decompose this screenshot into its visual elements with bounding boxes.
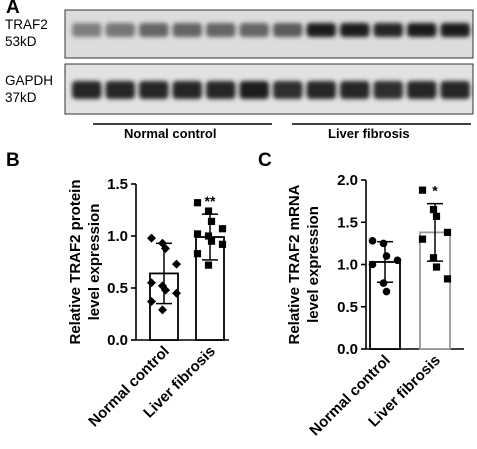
chart-b-point (147, 233, 156, 243)
chart-b-point (193, 199, 202, 207)
gapdh-band-12 (440, 81, 470, 99)
chart-c-point (418, 186, 427, 194)
chart-b-category-label-1: Normal control (85, 343, 172, 430)
traf2-band-9 (340, 23, 370, 37)
chart-c-y-axis-title: Relative TRAF2 mRNA level expression (286, 184, 322, 344)
chart-b-point (204, 207, 213, 215)
traf2-protein-name: TRAF2 (5, 17, 48, 32)
chart-b-point (204, 232, 213, 240)
gapdh-protein-name: GAPDH (5, 73, 54, 88)
chart-b-point (161, 285, 170, 295)
panel-c-letter: C (258, 150, 272, 171)
traf2-band-11 (407, 23, 437, 37)
gapdh-band-8 (306, 81, 336, 99)
chart-c-point (368, 237, 377, 245)
chart-c-point (382, 252, 391, 260)
chart-c-point (432, 263, 441, 271)
chart-c: 0.0 0.5 1.0 1.5 2.0 Relative TRAF2 mRNA level … (286, 172, 464, 439)
chart-b-point (172, 288, 181, 298)
gapdh-band-7 (273, 81, 303, 99)
chart-c-point (368, 260, 377, 269)
chart-b-ytick-label: 0.0 (107, 332, 128, 349)
gapdh-band-5 (206, 81, 236, 99)
chart-b-point (193, 250, 202, 258)
chart-b-point (147, 278, 156, 288)
group-label-fibrosis: Liver fibrosis (328, 126, 410, 141)
chart-c-point (379, 239, 388, 248)
chart-b-y-axis-title: Relative TRAF2 protein level expression (67, 179, 103, 344)
gapdh-band-9 (340, 81, 370, 99)
chart-b-point (158, 305, 167, 315)
chart-c-significance: * (432, 183, 438, 199)
gapdh-band-1 (72, 81, 102, 99)
chart-b-point (172, 259, 181, 269)
gapdh-band-11 (407, 81, 437, 99)
gapdh-band-4 (172, 81, 202, 99)
chart-b-significance: ** (205, 193, 216, 209)
chart-c-point (382, 287, 391, 296)
chart-b-point (147, 297, 156, 307)
gapdh-band-10 (373, 81, 403, 99)
chart-c-point (379, 279, 388, 287)
chart-b-point (161, 243, 170, 253)
chart-c-ytick-label: 1.5 (337, 214, 358, 231)
traf2-band-8 (306, 23, 336, 37)
traf2-band-4 (172, 23, 202, 37)
chart-b-ytick-label: 1.0 (107, 228, 128, 245)
traf2-band-7 (273, 23, 303, 37)
chart-c-ytick-label: 2.0 (337, 172, 358, 189)
gapdh-band-3 (139, 81, 169, 99)
chart-b-point (204, 261, 213, 269)
chart-c-ytick-label: 1.0 (337, 257, 358, 274)
panel-a-letter: A (6, 0, 20, 18)
chart-c-point (429, 205, 438, 214)
chart-b-ytick-label: 1.5 (107, 176, 128, 193)
chart-c-point (418, 235, 427, 243)
gapdh-band-2 (105, 81, 135, 99)
chart-c-point (429, 254, 438, 262)
traf2-band-6 (239, 23, 269, 37)
panel-b-letter: B (6, 150, 20, 171)
chart-b-point (218, 240, 227, 248)
chart-b-point (193, 230, 202, 238)
chart-b-point (207, 237, 216, 245)
traf2-band-3 (139, 23, 169, 37)
traf2-blot-label: TRAF2 53kD (5, 16, 48, 50)
chart-c-point (393, 256, 402, 265)
traf2-band-12 (440, 23, 470, 37)
chart-b-point (218, 225, 227, 233)
western-blot-panel (64, 9, 474, 125)
chart-c-ytick-label: 0.0 (337, 341, 358, 358)
chart-b-point (207, 217, 216, 226)
gapdh-band-6 (239, 81, 269, 99)
chart-c-point (432, 212, 441, 220)
chart-b-ytick-label: 0.5 (107, 280, 128, 297)
traf2-band-1 (72, 23, 102, 37)
traf2-band-5 (206, 23, 236, 37)
group-label-normal: Normal control (124, 126, 217, 141)
traf2-band-2 (105, 23, 135, 37)
chart-c-point (443, 228, 452, 236)
traf2-weight: 53kD (5, 34, 37, 49)
chart-c-ytick-label: 0.5 (337, 299, 358, 316)
gapdh-weight: 37kD (5, 90, 37, 105)
chart-c-point (443, 275, 452, 283)
traf2-band-10 (373, 23, 403, 37)
gapdh-blot-label: GAPDH 37kD (5, 72, 53, 106)
